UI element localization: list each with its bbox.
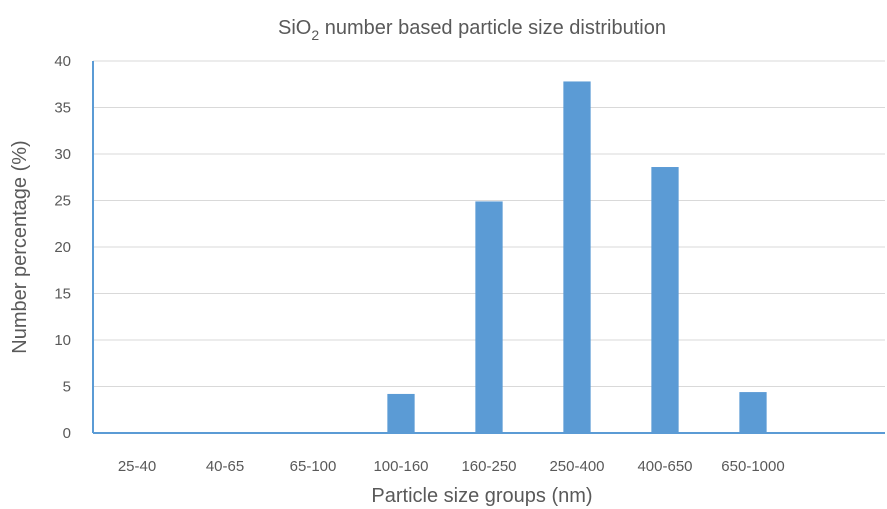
bars	[387, 81, 767, 434]
bar	[739, 392, 767, 433]
y-tick-label: 30	[54, 146, 71, 163]
y-tick-label: 35	[54, 100, 71, 117]
y-axis-label: Number percentage (%)	[9, 140, 31, 353]
y-tick-label: 0	[63, 425, 71, 442]
y-tick-label: 40	[54, 53, 71, 70]
y-tick-label: 25	[54, 193, 71, 210]
chart-title: SiO2 number based particle size distribu…	[278, 17, 666, 43]
x-tick-label: 100-160	[373, 458, 428, 475]
x-tick-label: 25-40	[118, 458, 156, 475]
bar	[563, 81, 591, 434]
x-tick-label: 65-100	[290, 458, 337, 475]
bar	[387, 393, 415, 433]
chart-title-main: SiO	[278, 17, 311, 39]
x-tick-label: 400-650	[637, 458, 692, 475]
x-axis-label: Particle size groups (nm)	[371, 485, 592, 507]
y-tick-label: 5	[63, 379, 71, 396]
chart-title-subscript: 2	[311, 27, 319, 43]
y-tick-labels: 0 5 10 15 20 25 30 35 40	[54, 53, 71, 442]
x-tick-label: 40-65	[206, 458, 244, 475]
x-tick-labels: 25-40 40-65 65-100 100-160 160-250 250-400 400…	[118, 458, 785, 475]
y-tick-label: 10	[54, 332, 71, 349]
x-tick-label: 650-1000	[721, 458, 784, 475]
x-tick-label: 160-250	[461, 458, 516, 475]
bar	[651, 167, 679, 433]
y-tick-label: 20	[54, 239, 71, 256]
chart-title-rest: number based particle size distribution	[319, 17, 666, 39]
x-tick-label: 250-400	[549, 458, 604, 475]
bar	[475, 201, 503, 433]
y-tick-label: 15	[54, 286, 71, 303]
